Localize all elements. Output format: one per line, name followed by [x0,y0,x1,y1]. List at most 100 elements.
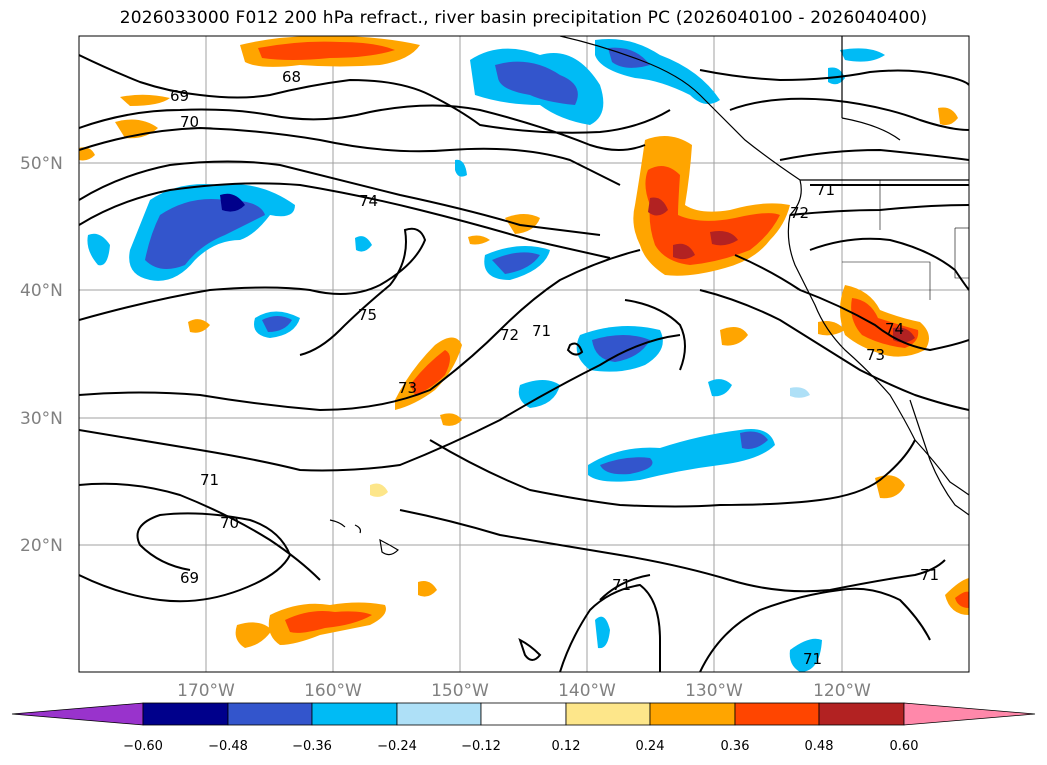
contour-label: 68 [282,68,301,86]
state-borders [842,180,969,300]
gridlines [79,36,969,672]
lon-label: 150°W [431,681,489,701]
precip-blob [789,638,822,672]
contour-label: 74 [359,192,378,210]
precip-blob [418,581,437,597]
colorbar [11,702,1036,726]
colorbar-swatch [396,702,482,726]
colorbar-swatch [480,702,567,726]
map-panel [79,36,969,672]
contour-label: 71 [612,576,631,594]
colorbar-extend-min [11,702,144,726]
precip-blob [645,166,780,265]
precip-blob [828,67,845,85]
precip-blob [592,335,650,362]
precip-blob [893,327,915,343]
contour-label: 73 [866,346,885,364]
contour-label: 75 [358,306,377,324]
map-title: 2026033000 F012 200 hPa refract., river … [119,8,928,28]
refractivity-contours [79,54,969,672]
colorbar-swatch [818,702,905,726]
colorbar-tick-label: −0.60 [123,739,163,754]
precip-blob [79,147,95,161]
precip-blob [468,235,490,245]
precip-blob [708,379,732,397]
colorbar-swatch [142,702,229,726]
precip-positive-areas [79,36,969,648]
latitude-labels: 50°N 40°N 30°N 20°N [20,154,63,556]
lat-label: 30°N [20,409,63,429]
precip-blob [673,243,695,260]
contour-labels: 69 70 68 74 75 73 72 71 71 72 74 73 71 7… [170,68,939,668]
coastlines [329,36,969,556]
colorbar-ticks: −0.60 −0.48 −0.36 −0.24 −0.12 0.12 0.24 … [123,739,918,754]
contour-label: 69 [180,569,199,587]
contour-label: 72 [790,204,809,222]
colorbar-tick-label: 0.12 [552,739,581,754]
lat-label: 50°N [20,154,63,174]
longitude-labels: 170°W 160°W 150°W 140°W 130°W 120°W [177,681,871,701]
lon-label: 120°W [813,681,871,701]
precip-blob [145,199,265,269]
contour-label: 71 [816,181,835,199]
colorbar-swatch [734,702,820,726]
lat-label: 20°N [20,536,63,556]
precip-blob [710,231,738,246]
lon-label: 140°W [558,681,616,701]
colorbar-tick-label: 0.36 [721,739,750,754]
precip-blob [188,319,210,333]
precip-blob [440,413,462,426]
precip-blob [595,616,610,649]
contour-label: 70 [180,113,199,131]
colorbar-swatch [649,702,736,726]
precip-blob [410,350,450,395]
precip-blob [455,159,467,177]
precip-blob [495,61,578,105]
contour-label: 71 [920,566,939,584]
colorbar-tick-label: 0.60 [890,739,919,754]
precip-blob [600,457,653,475]
colorbar-swatch [565,702,651,726]
colorbar-tick-label: −0.12 [461,739,501,754]
precip-blob [120,94,170,106]
lat-label: 40°N [20,281,63,301]
precip-blob [875,475,905,499]
colorbar-swatch [227,702,313,726]
precip-blob [492,252,540,274]
colorbar-tick-label: −0.36 [292,739,332,754]
precip-blob [258,41,395,60]
colorbar-tick-label: −0.48 [208,739,248,754]
precip-blob [355,236,372,252]
precip-blob [790,387,810,398]
precip-blob [518,380,560,408]
precip-blob [505,214,540,234]
precip-blob [87,233,110,266]
precip-blob [720,326,748,346]
lon-label: 170°W [177,681,235,701]
colorbar-tick-label: 0.24 [636,739,665,754]
contour-label: 71 [803,650,822,668]
precip-blob [370,483,388,497]
contour-label: 72 [500,326,519,344]
colorbar-extend-max [903,702,1036,726]
contour-label: 73 [398,379,417,397]
precip-blob [740,431,768,449]
contour-label: 71 [532,322,551,340]
precip-blob [955,591,969,608]
contour-label: 70 [220,514,239,532]
lon-label: 160°W [304,681,362,701]
contour-label: 74 [885,320,904,338]
precip-blob [262,316,292,332]
contour-label: 71 [200,471,219,489]
colorbar-tick-label: 0.48 [805,739,834,754]
colorbar-swatch [311,702,398,726]
precip-blob [938,107,958,126]
contour-label: 69 [170,87,189,105]
colorbar-tick-label: −0.24 [377,739,417,754]
precip-blob [840,48,885,62]
lon-label: 130°W [685,681,743,701]
precip-blob [285,611,372,633]
precip-blob [235,622,272,648]
precip-blob [220,193,245,212]
